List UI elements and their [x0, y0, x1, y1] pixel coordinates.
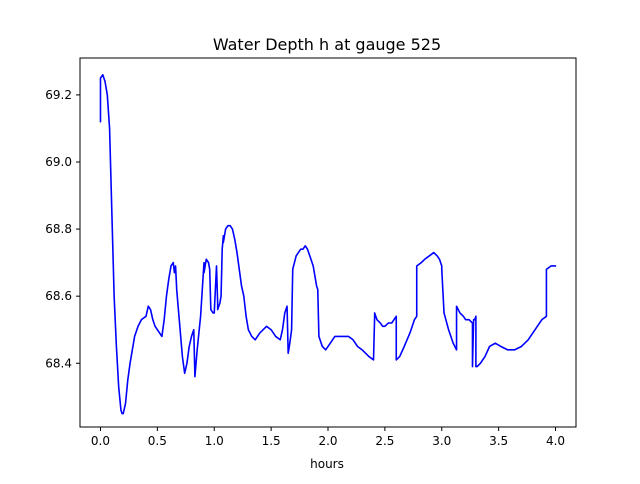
x-tick-label: 2.5	[375, 434, 394, 448]
y-tick-label: 69.2	[45, 88, 72, 102]
series-layer	[99, 73, 557, 415]
plot-area	[79, 57, 577, 428]
y-axis: 68.4 68.6 68.8 69.0 69.2	[45, 88, 80, 370]
chart-title: Water Depth h at gauge 525	[213, 35, 441, 54]
x-tick-label: 0.5	[148, 434, 167, 448]
x-axis: 0.0 0.5 1.0 1.5 2.0 2.5 3.0 3.5 4.0	[91, 427, 565, 448]
x-tick-label: 0.0	[91, 434, 110, 448]
x-tick-label: 1.0	[205, 434, 224, 448]
x-axis-label: hours	[310, 457, 344, 471]
y-tick-label: 68.6	[45, 289, 72, 303]
y-tick-label: 68.8	[45, 222, 72, 236]
plot-background	[80, 58, 576, 427]
x-tick-label: 1.5	[262, 434, 281, 448]
x-tick-label: 3.0	[432, 434, 451, 448]
y-tick-label: 68.4	[45, 356, 72, 370]
x-tick-label: 4.0	[546, 434, 565, 448]
series-line	[99, 73, 557, 415]
x-tick-label: 2.0	[318, 434, 337, 448]
x-tick-label: 3.5	[489, 434, 508, 448]
y-tick-label: 69.0	[45, 155, 72, 169]
